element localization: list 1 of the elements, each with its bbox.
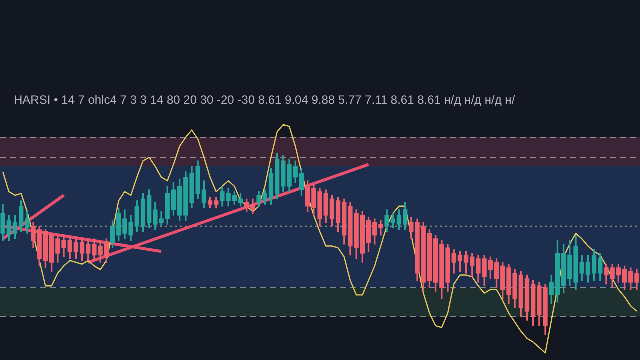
chart-title: HARSI • 14 7 ohlc4 7 3 3 14 80 20 30 -20 -30 8.61 9.04 9.88 5.77 7.11 8.61 8.61 н/д н/д н/д н/ bbox=[14, 93, 516, 107]
